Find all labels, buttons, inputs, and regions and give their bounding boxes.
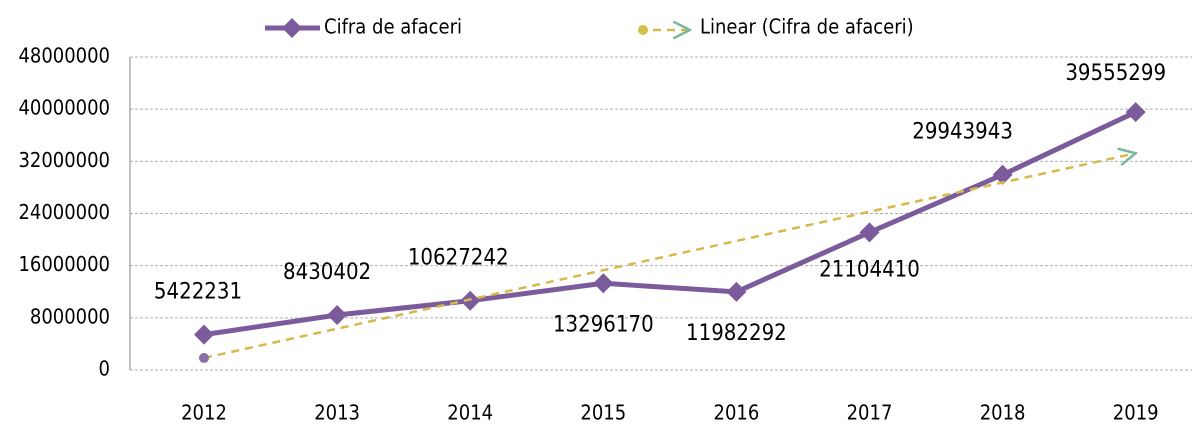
x-tick-label: 2019 — [1113, 401, 1159, 425]
data-label: 29943943 — [912, 120, 1013, 145]
data-label: 5422231 — [154, 280, 242, 305]
y-tick-label: 16000000 — [18, 252, 110, 276]
x-tick-label: 2016 — [714, 401, 760, 425]
series-line — [204, 153, 1136, 358]
y-tick-label: 32000000 — [18, 148, 110, 172]
marker — [593, 273, 614, 294]
x-tick-label: 2017 — [847, 401, 893, 425]
y-tick-label: 40000000 — [18, 96, 110, 120]
legend-label: Linear (Cifra de afaceri) — [700, 15, 914, 39]
y-tick-label: 48000000 — [18, 44, 110, 68]
y-tick-label: 0 — [99, 357, 110, 381]
x-tick-label: 2018 — [980, 401, 1026, 425]
y-tick-label: 24000000 — [18, 200, 110, 224]
y-tick-label: 8000000 — [30, 304, 110, 328]
data-label: 8430402 — [283, 260, 371, 285]
data-label: 13296170 — [553, 312, 654, 337]
x-tick-label: 2012 — [181, 401, 227, 425]
marker — [194, 324, 214, 345]
x-tick-label: 2013 — [314, 401, 360, 425]
data-label: 21104410 — [819, 257, 920, 282]
series-line — [203, 109, 1137, 338]
marker — [726, 281, 747, 302]
legend-label: Cifra de afaceri — [324, 15, 462, 39]
x-tick-label: 2014 — [447, 401, 493, 425]
marker — [1125, 102, 1146, 123]
legend-marker — [638, 25, 648, 35]
data-label: 10627242 — [408, 246, 509, 271]
x-tick-label: 2015 — [580, 401, 626, 425]
marker — [327, 305, 348, 326]
data-label: 11982292 — [686, 321, 787, 346]
legend-marker — [282, 18, 302, 38]
marker — [859, 222, 880, 243]
data-label: 39555299 — [1065, 61, 1166, 86]
